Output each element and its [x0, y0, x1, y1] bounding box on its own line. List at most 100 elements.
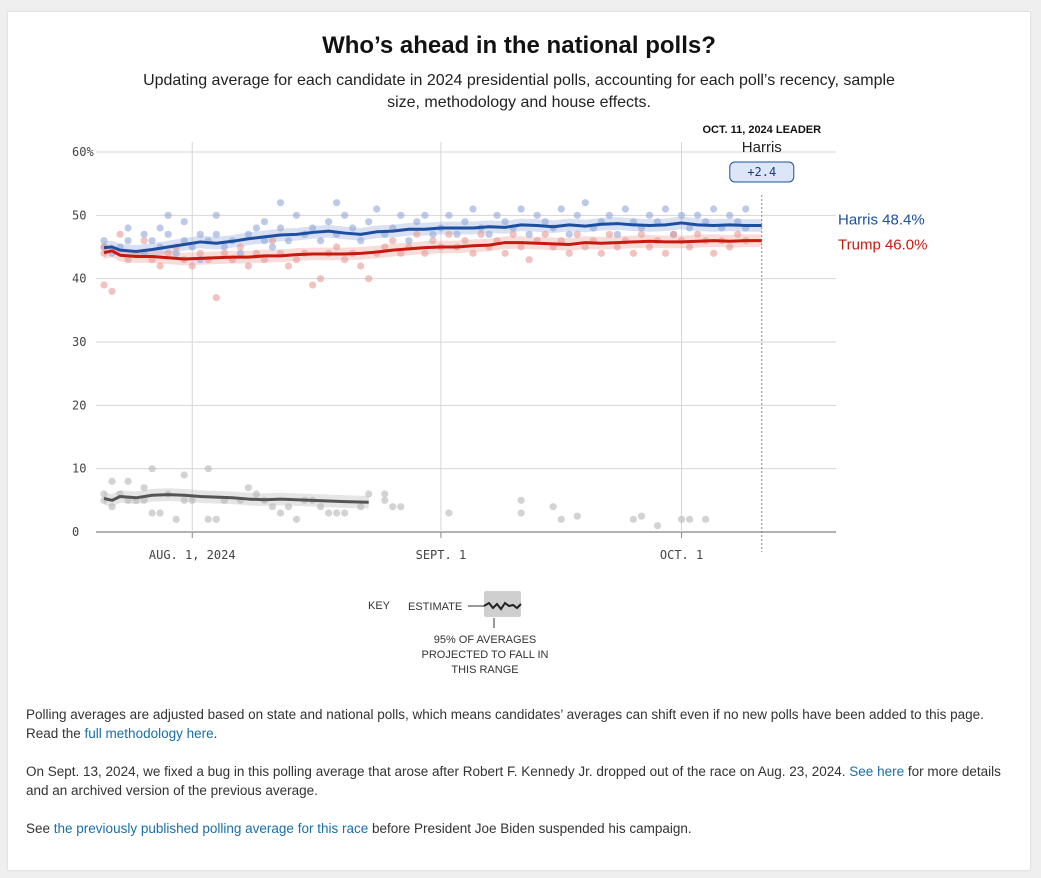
poll-dot-kennedy — [381, 496, 389, 504]
poll-dot-kennedy — [188, 496, 196, 504]
poll-dot-kennedy — [140, 496, 148, 504]
poll-dot-harris — [445, 211, 453, 219]
poll-dot-harris — [405, 237, 413, 245]
poll-dot-harris — [333, 199, 341, 207]
poll-dot-harris — [429, 230, 437, 238]
poll-dot-harris — [220, 243, 228, 251]
poll-dot-trump — [605, 230, 613, 238]
poll-dot-trump — [501, 249, 509, 257]
previous-average-link[interactable]: the previously published polling average… — [53, 821, 369, 836]
x-tick-label: SEPT. 1 — [416, 548, 467, 562]
poll-dot-trump — [694, 230, 702, 238]
poll-dot-kennedy — [172, 515, 180, 523]
poll-dot-kennedy — [148, 509, 156, 517]
poll-dot-trump — [108, 287, 116, 295]
grid-layer — [96, 142, 836, 538]
poll-dot-kennedy — [685, 515, 694, 523]
poll-dot-harris — [260, 237, 269, 245]
leader-margin: +2.4 — [747, 165, 776, 179]
poll-dot-trump — [565, 249, 573, 257]
poll-dot-harris — [573, 211, 581, 219]
poll-dot-trump — [268, 237, 277, 245]
poll-dot-kennedy — [325, 509, 333, 517]
poll-dot-trump — [445, 230, 453, 238]
poll-dot-trump — [469, 249, 477, 257]
poll-dot-trump — [613, 243, 621, 251]
poll-dot-harris — [685, 224, 694, 232]
poll-dot-trump — [365, 275, 373, 283]
poll-dot-kennedy — [517, 509, 525, 517]
poll-dot-harris — [710, 205, 718, 213]
polling-chart: 60% 50 40 30 20 10 0 AUG. 1, 2024 SEPT. 1 OCT. 1 H… — [72, 124, 927, 676]
poll-dot-trump — [381, 243, 389, 251]
poll-dot-harris — [581, 199, 589, 207]
poll-dot-harris — [493, 211, 501, 219]
poll-dot-trump — [220, 249, 228, 257]
poll-dot-harris — [541, 218, 549, 226]
y-tick-label: 30 — [72, 335, 86, 349]
poll-dot-harris — [276, 224, 285, 232]
line-harris — [103, 221, 762, 253]
average-lines — [103, 221, 762, 504]
key-range-label-line: THIS RANGE — [451, 664, 518, 676]
poll-dot-harris — [469, 205, 477, 213]
poll-dot-trump — [164, 249, 172, 257]
poll-dot-harris — [357, 237, 365, 245]
poll-dot-harris — [613, 230, 621, 238]
poll-dot-kennedy — [629, 515, 638, 523]
poll-dot-trump — [509, 230, 517, 238]
poll-dot-harris — [188, 243, 196, 251]
poll-dot-harris — [501, 218, 509, 226]
poll-dot-kennedy — [517, 496, 525, 504]
poll-dot-kennedy — [381, 490, 389, 498]
poll-dot-kennedy — [148, 465, 156, 473]
poll-dot-trump — [397, 249, 405, 257]
band-harris — [104, 216, 762, 258]
poll-dot-trump — [734, 230, 742, 238]
key-estimate-line — [483, 601, 522, 611]
poll-dot-trump — [284, 262, 293, 270]
poll-dot-harris — [734, 218, 742, 226]
poll-dot-trump — [124, 256, 132, 264]
poll-dot-harris — [517, 205, 525, 213]
poll-dot-harris — [180, 218, 188, 226]
poll-dot-kennedy — [357, 503, 365, 511]
series-label-harris: Harris 48.4% — [838, 211, 925, 228]
key-range-label-line: PROJECTED TO FALL IN — [422, 649, 549, 661]
poll-dot-kennedy — [397, 503, 405, 511]
poll-dot-kennedy — [212, 515, 220, 523]
poll-dot-harris — [661, 205, 670, 213]
poll-dot-harris — [212, 211, 220, 219]
poll-dot-kennedy — [108, 503, 116, 511]
poll-dot-trump — [236, 243, 244, 251]
poll-dot-trump — [333, 243, 341, 251]
poll-dot-harris — [252, 224, 261, 232]
poll-dot-harris — [413, 218, 421, 226]
poll-dot-kennedy — [702, 515, 710, 523]
poll-dot-harris — [605, 211, 613, 219]
poll-dot-kennedy — [268, 503, 277, 511]
y-tick-label: 50 — [72, 208, 86, 222]
poll-dot-harris — [742, 205, 750, 213]
poll-dot-trump — [196, 249, 204, 257]
poll-dot-trump — [308, 281, 317, 289]
poll-dot-kennedy — [108, 477, 116, 485]
poll-dot-kennedy — [549, 503, 557, 511]
poll-dot-kennedy — [292, 515, 301, 523]
y-tick-label: 40 — [72, 272, 86, 286]
methodology-link[interactable]: full methodology here — [84, 726, 214, 741]
key-range-swatch — [484, 591, 521, 617]
poll-dot-trump — [156, 262, 164, 270]
poll-dot-harris — [212, 230, 220, 238]
see-here-link[interactable]: See here — [849, 764, 905, 779]
note-methodology: Polling averages are adjusted based on s… — [26, 707, 984, 741]
y-tick-label: 10 — [72, 462, 86, 476]
poll-dot-harris — [694, 211, 702, 219]
poll-dot-kennedy — [204, 465, 212, 473]
poll-dot-trump — [557, 237, 565, 245]
poll-dot-harris — [645, 211, 654, 219]
leader-margin-badge — [729, 161, 795, 183]
poll-dot-kennedy — [389, 503, 397, 511]
y-tick-label: 20 — [72, 398, 86, 412]
poll-dot-kennedy — [276, 509, 285, 517]
